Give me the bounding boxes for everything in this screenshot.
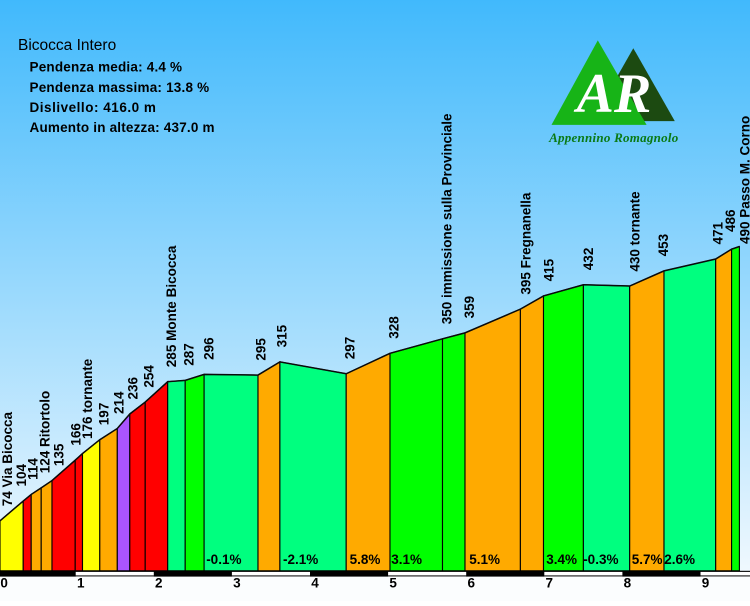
svg-text:135: 135 [52, 443, 67, 466]
svg-text:295: 295 [254, 338, 269, 361]
svg-text:4: 4 [311, 576, 319, 591]
svg-text:432: 432 [581, 248, 596, 271]
svg-text:Pendenza media: 4.4 %: Pendenza media: 4.4 % [30, 60, 183, 75]
svg-text:297: 297 [343, 337, 358, 360]
svg-text:453: 453 [656, 233, 671, 256]
svg-text:285 Monte Bicocca: 285 Monte Bicocca [164, 245, 179, 367]
svg-text:-2.1%: -2.1% [283, 552, 318, 567]
svg-text:490 Passo M. Corno: 490 Passo M. Corno [738, 116, 750, 244]
svg-text:Pendenza massima: 13.8 %: Pendenza massima: 13.8 % [30, 80, 210, 95]
svg-text:74 Via Bicocca: 74 Via Bicocca [0, 411, 15, 506]
svg-text:5.8%: 5.8% [350, 552, 381, 567]
svg-text:1: 1 [77, 576, 85, 591]
svg-text:254: 254 [142, 365, 157, 388]
svg-text:5.1%: 5.1% [469, 552, 500, 567]
svg-text:350 immissione sulla Provincia: 350 immissione sulla Provinciale [439, 113, 454, 324]
svg-text:236: 236 [126, 376, 141, 399]
svg-text:430 tornante: 430 tornante [627, 191, 642, 272]
svg-text:7: 7 [546, 576, 554, 591]
svg-text:9: 9 [702, 576, 710, 591]
svg-text:3: 3 [233, 576, 241, 591]
svg-text:328: 328 [386, 316, 401, 339]
svg-text:-0.3%: -0.3% [583, 552, 618, 567]
svg-text:0: 0 [0, 576, 8, 591]
svg-text:395 Fregnanella: 395 Fregnanella [519, 192, 534, 295]
svg-text:8: 8 [624, 576, 632, 591]
svg-text:5: 5 [389, 576, 397, 591]
svg-text:2: 2 [155, 576, 163, 591]
svg-text:Bicocca Intero: Bicocca Intero [18, 37, 116, 54]
svg-text:296: 296 [201, 337, 216, 360]
svg-text:315: 315 [275, 324, 290, 347]
svg-text:3.4%: 3.4% [546, 552, 577, 567]
svg-text:6: 6 [467, 576, 475, 591]
svg-text:3.1%: 3.1% [391, 552, 422, 567]
svg-text:AR: AR [574, 63, 652, 125]
svg-text:287: 287 [182, 343, 197, 366]
svg-text:5.7%: 5.7% [632, 552, 663, 567]
svg-text:124 Ritortolo: 124 Ritortolo [37, 391, 52, 474]
svg-text:486: 486 [723, 209, 738, 232]
svg-text:Aumento in altezza: 437.0 m: Aumento in altezza: 437.0 m [30, 120, 215, 135]
svg-text:176 tornante: 176 tornante [80, 358, 95, 439]
svg-text:214: 214 [112, 391, 127, 414]
svg-text:2.6%: 2.6% [664, 552, 695, 567]
svg-text:359: 359 [462, 296, 477, 319]
svg-text:Dislivello: 416.0 m: Dislivello: 416.0 m [30, 100, 157, 115]
svg-text:197: 197 [96, 403, 111, 426]
svg-text:Appennino Romagnolo: Appennino Romagnolo [548, 130, 679, 145]
svg-text:415: 415 [541, 258, 556, 281]
svg-text:-0.1%: -0.1% [206, 552, 241, 567]
